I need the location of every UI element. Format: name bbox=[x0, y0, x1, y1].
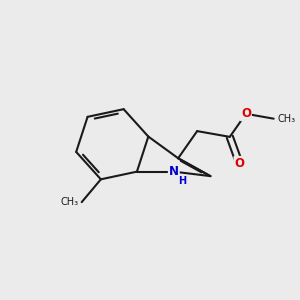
Text: H: H bbox=[178, 176, 186, 186]
Text: N: N bbox=[169, 165, 179, 178]
Text: O: O bbox=[234, 157, 244, 170]
Text: CH₃: CH₃ bbox=[277, 114, 295, 124]
Text: O: O bbox=[241, 107, 251, 120]
Text: CH₃: CH₃ bbox=[61, 197, 79, 207]
